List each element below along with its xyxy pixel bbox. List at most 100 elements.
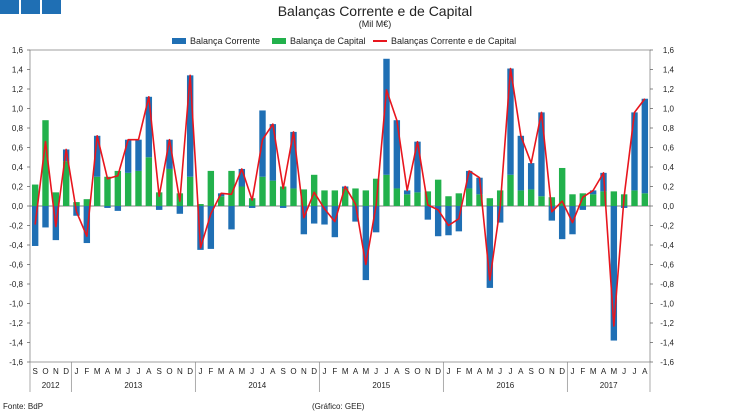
bar-capital xyxy=(507,174,514,206)
x-month-label: J xyxy=(571,367,575,376)
bar-current xyxy=(176,206,184,214)
bar-current xyxy=(166,139,173,169)
legend-item-current: Balança Corrente xyxy=(172,36,260,46)
chart-title: Balanças Corrente e de Capital xyxy=(277,3,473,19)
bar-current xyxy=(610,206,618,341)
x-month-label: M xyxy=(610,367,617,376)
bar-current xyxy=(445,206,452,236)
x-month-label: A xyxy=(105,367,111,376)
bar-capital xyxy=(403,194,411,206)
logo-square-1 xyxy=(0,0,19,14)
bar-capital xyxy=(445,196,452,206)
x-month-label: A xyxy=(642,367,648,376)
x-month-label: J xyxy=(509,367,513,376)
bar-current xyxy=(558,206,566,240)
bar-current xyxy=(186,75,194,177)
y-tick-label-left: -0,4 xyxy=(9,241,23,250)
x-month-label: S xyxy=(528,367,533,376)
bar-capital xyxy=(538,196,545,206)
x-month-label: O xyxy=(290,367,296,376)
y-tick-label-right: -0,4 xyxy=(660,241,674,250)
x-month-label: J xyxy=(374,367,378,376)
x-month-label: A xyxy=(270,367,276,376)
bar-current xyxy=(507,68,514,175)
y-tick-label-left: 0,0 xyxy=(12,202,24,211)
bar-current xyxy=(424,206,432,220)
legend-label-current: Balança Corrente xyxy=(190,36,261,46)
chart-legend: Balança Corrente Balança de Capital Bala… xyxy=(0,36,750,48)
x-month-label: J xyxy=(323,367,327,376)
bar-current xyxy=(352,206,359,222)
bar-current xyxy=(496,206,504,223)
y-tick-label-left: 1,2 xyxy=(12,85,24,94)
x-month-label: O xyxy=(166,367,172,376)
bar-current xyxy=(403,190,411,195)
bar-capital xyxy=(155,192,163,206)
x-month-label: J xyxy=(137,367,141,376)
legend-label-total: Balanças Corrente e de Capital xyxy=(391,36,517,46)
bar-capital xyxy=(517,190,525,206)
bar-current xyxy=(486,206,494,288)
y-tick-label-left: -0,6 xyxy=(9,261,23,270)
y-tick-label-left: -1,6 xyxy=(9,358,23,367)
bar-current xyxy=(104,206,111,208)
bar-current xyxy=(383,58,390,175)
footer-source: Fonte: BdP xyxy=(3,402,44,411)
bar-capital xyxy=(93,176,101,206)
y-tick-label-left: 1,6 xyxy=(12,46,24,55)
x-month-label: A xyxy=(353,367,359,376)
bar-capital xyxy=(310,174,318,206)
bar-current xyxy=(538,112,545,197)
y-tick-label-left: -0,8 xyxy=(9,280,23,289)
x-month-label: M xyxy=(238,367,245,376)
x-month-label: N xyxy=(53,367,59,376)
x-month-label: A xyxy=(229,367,235,376)
bar-current xyxy=(238,168,246,187)
bar-capital xyxy=(166,168,173,206)
x-month-label: F xyxy=(84,367,89,376)
y-tick-label-right: -0,6 xyxy=(660,261,674,270)
bar-capital xyxy=(300,189,308,206)
y-tick-label-right: -1,2 xyxy=(660,319,674,328)
y-tick-label-right: 1,2 xyxy=(663,85,675,94)
legend-item-capital: Balança de Capital xyxy=(272,36,366,46)
bar-capital xyxy=(135,170,142,206)
bar-capital xyxy=(486,198,494,206)
bar-current xyxy=(228,206,235,230)
bar-capital xyxy=(579,193,587,206)
y-tick-label-right: 1,6 xyxy=(663,46,675,55)
bar-current xyxy=(207,206,215,249)
x-month-label: D xyxy=(311,367,317,376)
bar-capital xyxy=(414,192,421,206)
bar-capital xyxy=(248,198,256,206)
bar-capital xyxy=(341,188,349,206)
legend-swatch-total xyxy=(373,39,387,42)
footer-graph-credit: (Gráfico: GEE) xyxy=(312,402,365,411)
bar-capital xyxy=(352,188,359,206)
x-month-label: J xyxy=(633,367,637,376)
bar-current xyxy=(310,206,318,224)
bar-current xyxy=(641,98,649,194)
x-month-label: A xyxy=(601,367,607,376)
x-month-label: J xyxy=(261,367,265,376)
y-tick-label-right: 0,4 xyxy=(663,163,675,172)
bar-capital xyxy=(145,157,153,206)
bar-capital xyxy=(186,176,194,206)
x-month-label: J xyxy=(75,367,79,376)
y-tick-label-right: 1,4 xyxy=(663,66,675,75)
bar-current xyxy=(362,206,370,281)
bar-capital xyxy=(600,191,607,206)
x-month-label: S xyxy=(280,367,285,376)
legend-label-capital: Balança de Capital xyxy=(290,36,366,46)
bar-capital xyxy=(424,191,432,206)
y-tick-label-left: -1,2 xyxy=(9,319,23,328)
y-tick-label-left: 0,2 xyxy=(12,183,24,192)
x-year-label: 2016 xyxy=(496,381,514,390)
x-month-label: N xyxy=(177,367,183,376)
bar-current xyxy=(414,141,421,193)
bar-capital xyxy=(321,190,328,206)
bar-current xyxy=(290,131,297,189)
bar-capital xyxy=(62,161,70,206)
bar-current xyxy=(620,206,628,208)
x-month-label: F xyxy=(580,367,585,376)
